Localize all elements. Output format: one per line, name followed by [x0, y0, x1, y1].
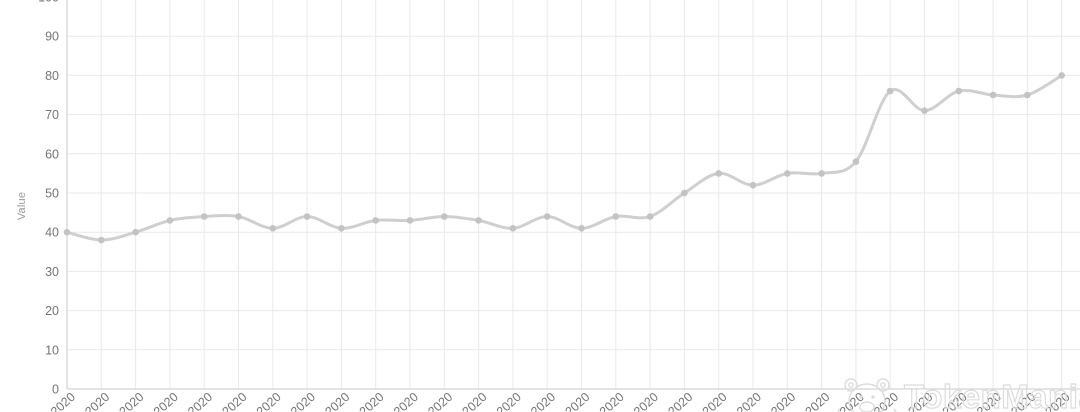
y-axis-tick-label: 10	[45, 343, 59, 357]
data-point-marker	[681, 189, 688, 197]
x-axis-tick-label: 2020	[322, 390, 352, 412]
data-point-marker	[1058, 72, 1065, 79]
x-axis-tick-label: 2020	[494, 390, 524, 412]
x-axis-tick-label: 2020	[734, 390, 764, 412]
data-point-marker	[441, 213, 448, 220]
x-axis-tick-label: 2020	[391, 390, 421, 412]
x-axis-tick-label: 2020	[905, 390, 935, 412]
y-axis-tick-label: 100	[38, 0, 59, 5]
data-point-marker	[886, 87, 894, 95]
y-axis-tick-label: 60	[45, 147, 59, 161]
x-axis-tick-label: 2020	[837, 390, 867, 412]
data-point-marker	[132, 228, 139, 236]
x-axis-tick-label: 2020	[460, 390, 490, 412]
series-line	[65, 73, 1064, 242]
data-point-marker	[269, 224, 277, 232]
data-point-marker	[955, 87, 963, 95]
x-axis-tick-label: 2020	[288, 390, 318, 412]
data-point-marker	[338, 224, 345, 232]
data-point-marker	[235, 213, 242, 220]
y-axis-tick-label: 0	[52, 383, 59, 397]
data-point-marker	[989, 91, 997, 99]
x-axis-tick-label: 2020	[185, 390, 215, 412]
y-axis-tick-label: 50	[45, 187, 59, 201]
x-axis-tick-label: 2020	[700, 390, 730, 412]
x-axis-tick-label: 2020	[1008, 390, 1038, 412]
x-axis-tick-label: 2020	[803, 390, 833, 412]
data-point-marker	[475, 217, 482, 224]
data-point-marker	[1024, 91, 1031, 99]
x-axis-tick-label: 2020	[151, 390, 181, 412]
x-axis-tick-label: 2020	[425, 390, 455, 412]
x-axis-tick-label: 2020	[562, 390, 592, 412]
data-point-marker	[98, 236, 105, 244]
data-point-marker	[852, 158, 860, 165]
data-point-marker	[921, 107, 928, 114]
x-axis-tick-label: 2020	[871, 390, 901, 412]
x-axis-tick-label: 2020	[631, 390, 661, 412]
data-point-marker	[749, 181, 757, 189]
y-axis-tick-label: 70	[45, 108, 59, 122]
y-axis-tick-label: 90	[45, 30, 59, 44]
data-point-marker	[509, 224, 517, 232]
data-point-marker	[372, 217, 380, 224]
data-point-marker	[63, 228, 71, 236]
x-axis-tick-label: 2020	[597, 390, 627, 412]
x-axis-tick-label: 2020	[665, 390, 695, 412]
y-axis-tick-label: 20	[45, 304, 59, 318]
x-axis-tick-label: 2020	[974, 390, 1004, 412]
data-point-marker	[543, 213, 551, 220]
data-point-marker	[818, 170, 825, 177]
data-point-marker	[406, 217, 414, 224]
data-point-marker	[200, 213, 208, 220]
x-axis-tick-label: 2020	[1043, 390, 1073, 412]
data-point-marker	[303, 213, 311, 220]
y-axis-tick-label: 30	[45, 265, 59, 279]
data-point-marker	[578, 224, 585, 232]
x-axis-tick-label: 2020	[768, 390, 798, 412]
data-point-marker	[784, 170, 791, 177]
x-axis-tick-label: 2020	[528, 390, 558, 412]
x-axis-tick-label: 2020	[219, 390, 249, 412]
x-axis-tick-label: 2020	[254, 390, 284, 412]
y-axis-title: Value	[16, 191, 28, 221]
data-point-marker	[715, 170, 722, 177]
y-axis-tick-label: 80	[45, 69, 59, 83]
data-point-marker	[166, 217, 174, 224]
x-axis-tick-label: 2020	[357, 390, 387, 412]
data-point-marker	[612, 213, 620, 220]
x-axis-tick-label: 2020	[117, 390, 147, 412]
y-axis-tick-label: 40	[45, 226, 59, 240]
x-axis-tick-label: 2020	[940, 390, 970, 412]
data-point-marker	[646, 213, 654, 220]
x-axis-tick-label: 2020	[82, 390, 112, 412]
